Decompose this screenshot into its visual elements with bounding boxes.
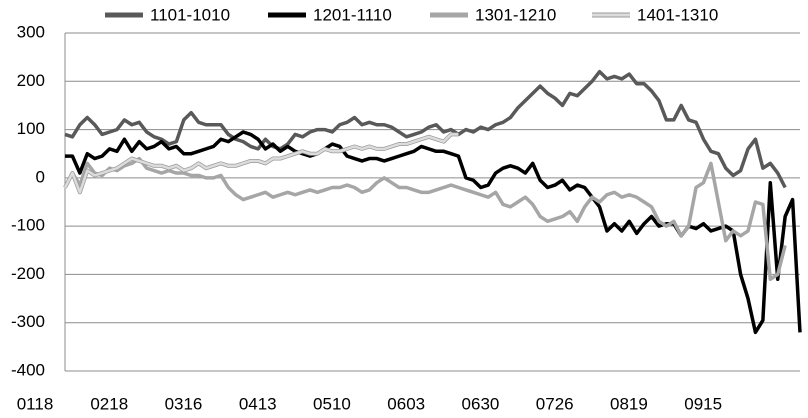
y-tick-label: -100 — [11, 216, 45, 235]
x-tick-label: 0118 — [17, 394, 54, 413]
x-tick-label: 0510 — [313, 394, 351, 413]
legend-label: 1401-1310 — [637, 5, 718, 24]
x-tick-label: 0316 — [165, 394, 203, 413]
y-tick-label: 100 — [17, 119, 45, 138]
series-line — [63, 133, 459, 194]
y-tick-label: -300 — [11, 312, 45, 331]
series-line — [65, 130, 802, 335]
legend-label: 1101-1010 — [150, 5, 230, 24]
x-tick-label: 0603 — [387, 394, 425, 413]
y-tick-label: 200 — [17, 71, 45, 90]
y-tick-label: 300 — [17, 22, 45, 41]
x-tick-label: 0413 — [239, 394, 277, 413]
x-tick-label: 0915 — [684, 394, 722, 413]
x-tick-label: 0819 — [610, 394, 648, 413]
legend-label: 1201-1110 — [313, 5, 392, 24]
x-tick-label: 0726 — [536, 394, 574, 413]
series-line — [64, 69, 787, 189]
x-tick-label: 0630 — [462, 394, 500, 413]
x-tick-label: 0218 — [90, 394, 128, 413]
series-line — [63, 156, 787, 282]
y-tick-label: -200 — [11, 264, 45, 283]
y-tick-label: 0 — [36, 167, 45, 186]
legend-label: 1301-1210 — [475, 5, 556, 24]
y-tick-label: -400 — [11, 360, 45, 379]
